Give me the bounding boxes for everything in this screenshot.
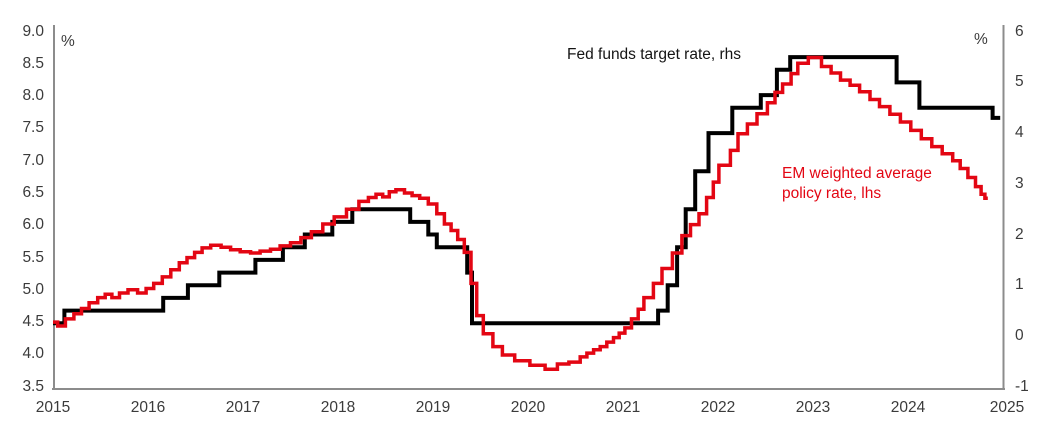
left-axis-unit-label: % — [61, 33, 75, 50]
x-axis-tick-label: 2024 — [890, 399, 926, 416]
x-axis-tick-label: 2018 — [320, 399, 356, 416]
x-axis-tick-label: 2015 — [35, 399, 71, 416]
x-axis-tick-label: 2021 — [605, 399, 641, 416]
x-axis-tick-label: 2016 — [130, 399, 166, 416]
left-axis-tick-label: 7.0 — [22, 151, 44, 169]
left-axis-tick-label: 8.5 — [22, 54, 44, 72]
x-axis-tick-label: 2025 — [989, 399, 1025, 416]
right-axis-tick-label: 5 — [1015, 73, 1024, 91]
left-axis-tick-label: 5.0 — [22, 280, 44, 298]
x-axis-tick-label: 2022 — [700, 399, 736, 416]
left-axis-tick-label: 5.5 — [22, 248, 44, 266]
right-axis-tick-label: 6 — [1015, 22, 1024, 40]
left-axis-tick-label: 3.5 — [22, 377, 44, 395]
em-policy-rate-line — [53, 55, 988, 371]
right-axis-unit-label: % — [974, 31, 988, 48]
legend-em-line2: policy rate, lhs — [782, 185, 882, 202]
x-axis-tick-label: 2023 — [795, 399, 831, 416]
right-axis-tick-label: 0 — [1015, 326, 1024, 344]
legend-em-policy-rate: EM weighted average policy rate, lhs — [782, 164, 932, 204]
x-axis-tick-label: 2020 — [510, 399, 546, 416]
left-axis-tick-label: 8.0 — [22, 87, 44, 105]
right-axis-tick-label: 4 — [1015, 124, 1024, 142]
fed-funds-line — [53, 55, 1001, 326]
right-axis-tick-label: 3 — [1015, 174, 1024, 192]
x-axis-tick-label: 2017 — [225, 399, 261, 416]
left-axis-tick-label: 7.5 — [22, 119, 44, 137]
legend-em-line1: EM weighted average — [782, 165, 932, 182]
right-axis-tick-label: 1 — [1015, 276, 1024, 294]
x-axis-tick-label: 2019 — [415, 399, 451, 416]
left-axis-tick-label: 9.0 — [22, 22, 44, 40]
left-axis-tick-label: 4.5 — [22, 313, 44, 331]
legend-fed-funds: Fed funds target rate, rhs — [567, 46, 742, 63]
right-axis-tick-label: 2 — [1015, 225, 1024, 243]
left-axis-tick-label: 6.5 — [22, 184, 44, 202]
left-axis-tick-label: 4.0 — [22, 345, 44, 363]
right-axis-tick-label: -1 — [1015, 377, 1029, 395]
left-axis-tick-label: 6.0 — [22, 216, 44, 234]
